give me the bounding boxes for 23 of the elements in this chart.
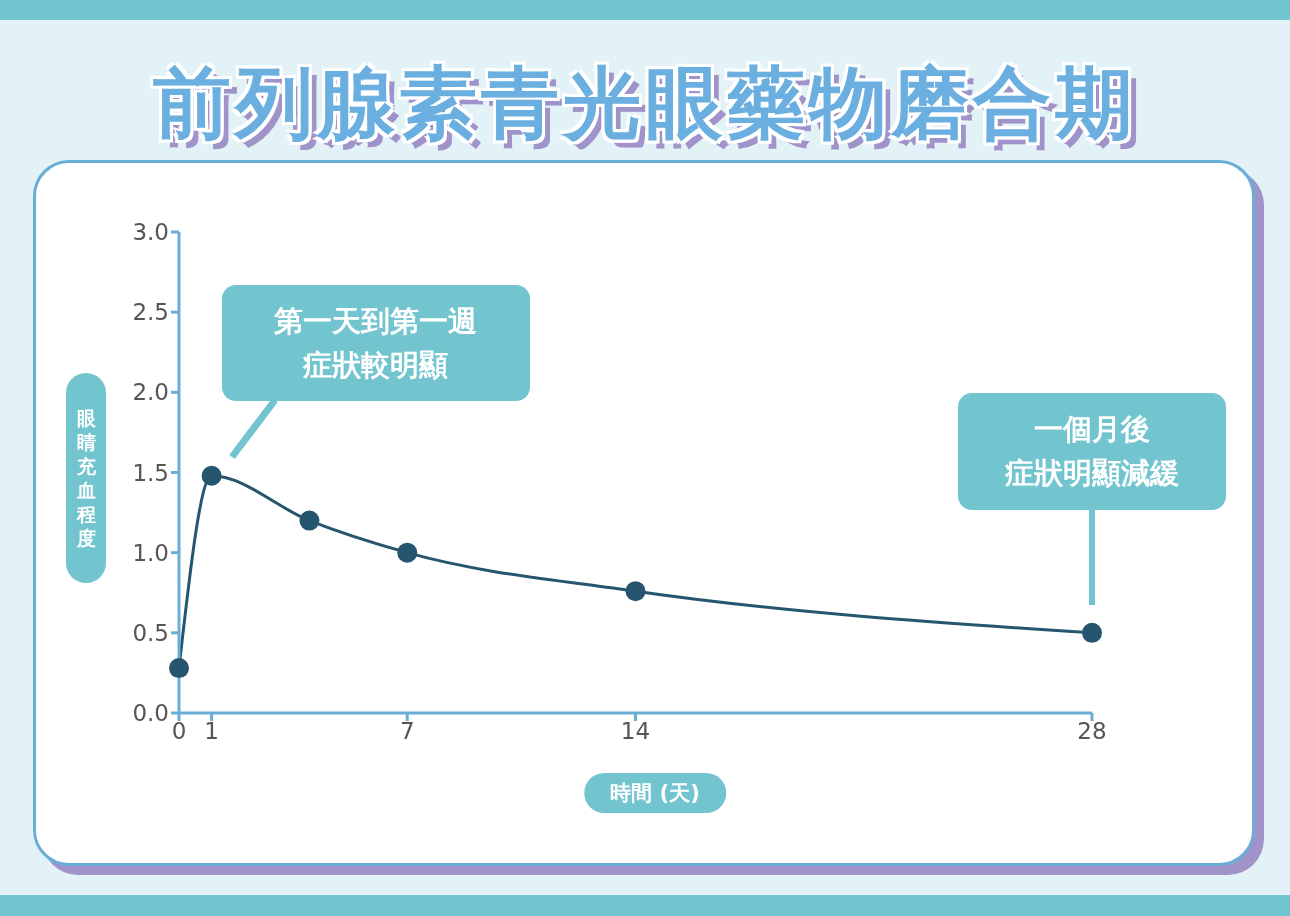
y-tick-label: 2.0 xyxy=(132,379,169,406)
y-tick-label: 3.0 xyxy=(132,219,169,246)
chart-title: 前列腺素青光眼藥物磨合期 xyxy=(153,58,1137,148)
y-tick-label: 2.5 xyxy=(132,299,169,326)
y-tick-label: 1.5 xyxy=(132,459,169,486)
point xyxy=(625,581,646,602)
annotation: 第一天到第一週症狀較明顯 xyxy=(274,304,478,382)
point xyxy=(299,510,320,531)
x-tick-label: 28 xyxy=(1077,718,1107,745)
x-tick-label: 1 xyxy=(204,718,219,745)
point xyxy=(169,658,189,679)
x-tick-label: 14 xyxy=(620,718,651,745)
point xyxy=(201,465,222,486)
point xyxy=(1082,622,1102,643)
y-axis-title: 眼睛充血程度 xyxy=(76,406,96,550)
x-tick-label: 0 xyxy=(171,718,187,745)
x-axis-title: 時間 (天) xyxy=(610,780,700,807)
annotation: 一個月後症狀明顯減緩 xyxy=(1004,412,1179,490)
point xyxy=(397,542,418,563)
x-tick-label: 7 xyxy=(399,718,415,745)
y-tick-label: 0.0 xyxy=(132,700,169,727)
y-tick-label: 0.5 xyxy=(132,620,169,646)
y-tick-label: 1.0 xyxy=(132,539,169,566)
